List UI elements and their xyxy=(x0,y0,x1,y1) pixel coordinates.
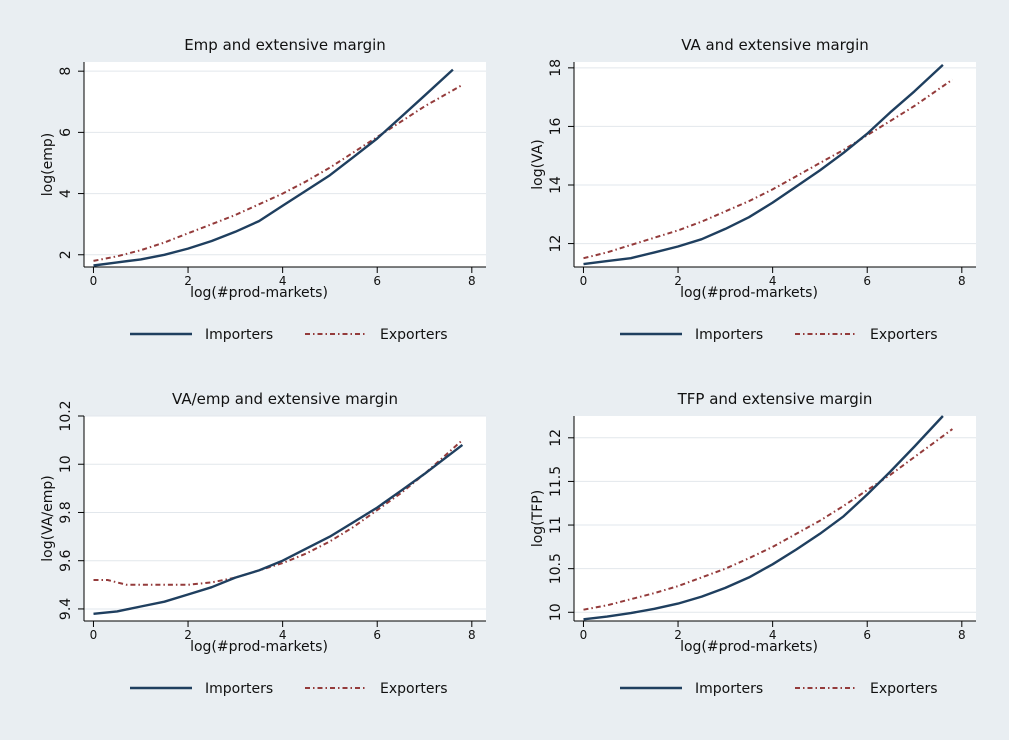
series-importers-line xyxy=(93,68,454,267)
series-importers-line xyxy=(583,415,944,621)
y-tick-label: 12 xyxy=(548,235,564,253)
legend: Importers Exporters xyxy=(130,681,448,697)
legend-importers-label: Importers xyxy=(695,327,763,343)
x-tick-label: 0 xyxy=(580,274,588,288)
plot-area xyxy=(84,416,486,621)
chart-panel-2: VA and extensive margin 0 2 4 6 8 12 14 16 18 log(… xyxy=(530,36,976,343)
y-axis-label: log(emp) xyxy=(40,133,56,196)
plot-area xyxy=(574,416,976,621)
chart-panel-4: TFP and extensive margin 0 2 4 6 8 10 10.5 11 11.… xyxy=(530,390,976,697)
y-tick-label: 10 xyxy=(58,455,74,473)
y-tick-label: 8 xyxy=(58,67,74,76)
y-tick-label: 11 xyxy=(548,516,564,534)
y-axis-label: log(VA) xyxy=(530,139,546,190)
x-tick-label: 8 xyxy=(958,274,966,288)
x-tick-label: 2 xyxy=(184,274,192,288)
y-axis-label: log(TFP) xyxy=(530,490,546,547)
x-axis-label: log(#prod-markets) xyxy=(190,285,328,301)
y-tick-label: 14 xyxy=(548,176,564,194)
x-tick-label: 2 xyxy=(674,628,682,642)
y-tick-label: 9.6 xyxy=(58,549,74,571)
x-tick-label: 0 xyxy=(90,274,98,288)
legend: Importers Exporters xyxy=(130,327,448,343)
y-tick-label: 10.5 xyxy=(548,553,564,584)
x-tick-label: 0 xyxy=(580,628,588,642)
series-importers-line xyxy=(93,443,464,615)
chart-title: VA and extensive margin xyxy=(681,36,869,54)
chart-title: Emp and extensive margin xyxy=(184,36,386,54)
legend-exporters-label: Exporters xyxy=(380,327,448,343)
chart-title: TFP and extensive margin xyxy=(677,390,873,408)
y-tick-label: 4 xyxy=(58,189,74,198)
x-tick-label: 8 xyxy=(468,274,476,288)
x-tick-label: 8 xyxy=(958,628,966,642)
x-tick-label: 4 xyxy=(769,628,777,642)
y-tick-label: 12 xyxy=(548,429,564,447)
y-tick-label: 9.8 xyxy=(58,501,74,523)
legend-importers-label: Importers xyxy=(695,681,763,697)
chart-panel-3: VA/emp and extensive margin 0 2 4 6 8 9.4 9.6 9.… xyxy=(40,390,486,697)
y-tick-label: 11.5 xyxy=(548,466,564,497)
chart-title: VA/emp and extensive margin xyxy=(172,390,398,408)
legend-exporters-label: Exporters xyxy=(380,681,448,697)
series-importers-line xyxy=(583,64,944,266)
legend: Importers Exporters xyxy=(620,681,938,697)
x-tick-label: 2 xyxy=(674,274,682,288)
chart-panel-1: Emp and extensive margin 0 2 4 6 8 2 4 6 8 log(#pr… xyxy=(40,36,486,343)
legend-exporters-label: Exporters xyxy=(870,327,938,343)
y-tick-label: 2 xyxy=(58,250,74,259)
legend-exporters-label: Exporters xyxy=(870,681,938,697)
x-axis-label: log(#prod-markets) xyxy=(190,639,328,655)
x-axis-label: log(#prod-markets) xyxy=(680,639,818,655)
y-tick-label: 16 xyxy=(548,117,564,135)
x-tick-label: 8 xyxy=(468,628,476,642)
x-tick-label: 2 xyxy=(184,628,192,642)
x-tick-label: 6 xyxy=(863,628,871,642)
x-axis-label: log(#prod-markets) xyxy=(680,285,818,301)
legend: Importers Exporters xyxy=(620,327,938,343)
x-tick-label: 4 xyxy=(279,628,287,642)
y-tick-label: 6 xyxy=(58,128,74,137)
x-tick-label: 4 xyxy=(769,274,777,288)
y-tick-label: 10 xyxy=(548,603,564,621)
y-tick-label: 10.2 xyxy=(58,400,74,431)
x-tick-label: 6 xyxy=(863,274,871,288)
x-tick-label: 0 xyxy=(90,628,98,642)
series-exporters-line xyxy=(583,78,953,260)
plot-area xyxy=(574,62,976,267)
x-tick-label: 6 xyxy=(373,628,381,642)
x-tick-label: 4 xyxy=(279,274,287,288)
y-axis-label: log(VA/emp) xyxy=(40,475,56,561)
legend-importers-label: Importers xyxy=(205,681,273,697)
y-tick-label: 18 xyxy=(548,59,564,77)
legend-importers-label: Importers xyxy=(205,327,273,343)
y-tick-label: 9.4 xyxy=(58,598,74,620)
plot-area xyxy=(84,62,486,267)
x-tick-label: 6 xyxy=(373,274,381,288)
